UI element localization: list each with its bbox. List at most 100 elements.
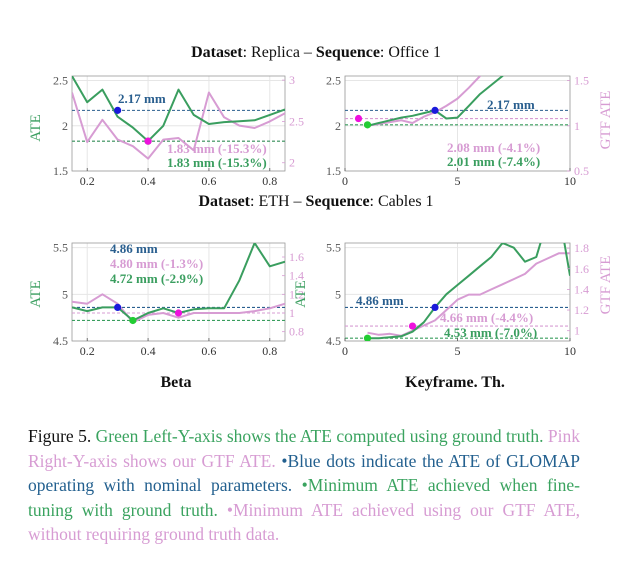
panel-eth-beta: 0.2 0.4 0.6 0.84.555.50.811.21.41.64.86 mm4… xyxy=(53,241,304,358)
marker-blue-dot xyxy=(114,106,122,114)
x-tick-label: 5 xyxy=(455,344,461,358)
y2-tick-label: 0.5 xyxy=(574,164,589,178)
plot-frame xyxy=(71,75,286,172)
series-line-pink xyxy=(72,293,285,324)
title-rest: : Office 1 xyxy=(380,44,441,61)
y-tick-label: 5 xyxy=(62,287,68,301)
annotation-green: 4.72 mm (-2.9%) xyxy=(110,271,203,286)
ate-axis-title-bottom-left: ATE xyxy=(28,280,44,308)
marker-green-dot xyxy=(363,334,372,341)
panel-replica-beta: 0.2 0.4 0.6 0.8 1.5 2 2.5 2 2.5 3 2.17 mm 1.83 mm (… xyxy=(53,73,304,188)
annotation-green: 2.01 mm (-7.4%) xyxy=(447,154,540,169)
marker-blue-dot xyxy=(431,106,439,114)
title-eth: Dataset: ETH – Sequence: Cables 1 xyxy=(198,193,433,210)
caption-green-dot-text: •Minimum ATE achieved when fine-tuning w… xyxy=(28,475,581,520)
x-tick-label: 0.4 xyxy=(141,344,156,358)
y-tick-label: 2.5 xyxy=(53,74,68,88)
y2-tick-label: 1.2 xyxy=(574,303,589,317)
y-tick-label: 5.5 xyxy=(326,241,341,255)
marker-pink-dot xyxy=(144,137,152,145)
title-replica: Dataset: Replica – Sequence: Office 1 xyxy=(191,44,441,61)
title-mid: : ETH – xyxy=(250,193,306,210)
x-tick-label: 0.6 xyxy=(201,174,216,188)
annotation-blue: 4.86 mm xyxy=(356,293,404,308)
gtf-axis-title-bottom-right: GTF ATE xyxy=(598,256,614,315)
y-tick-label: 5.5 xyxy=(53,241,68,255)
annotation-pink: 4.66 mm (-4.4%) xyxy=(440,310,533,325)
x-tick-label: 0 xyxy=(342,174,348,188)
title-mid: : Replica – xyxy=(243,44,316,61)
y2-tick-label: 1.2 xyxy=(289,287,304,301)
series-line-green xyxy=(367,243,570,340)
y-tick-label: 4.5 xyxy=(53,334,68,348)
x-tick-label: 0.6 xyxy=(201,344,216,358)
marker-green-dot xyxy=(129,316,137,325)
marker-blue-dot xyxy=(431,303,439,311)
ate-axis-title-top-left: ATE xyxy=(28,114,44,142)
y-tick-label: 4.5 xyxy=(326,334,341,348)
x-tick-label: 0.8 xyxy=(262,174,277,188)
marker-pink-dot xyxy=(354,114,363,123)
figure: Dataset: Replica – Sequence: Office 1 Da… xyxy=(28,44,614,391)
y2-tick-label: 1.5 xyxy=(574,74,589,88)
series-line-green xyxy=(72,76,285,143)
title-rest: : Cables 1 xyxy=(370,193,434,210)
y-tick-label: 1.5 xyxy=(53,164,68,178)
y2-tick-label: 1.4 xyxy=(289,269,304,283)
y2-tick-label: 2.5 xyxy=(289,114,304,128)
annotation-pink: 2.08 mm (-4.1%) xyxy=(447,140,540,155)
annotation-blue: 2.17 mm xyxy=(487,97,535,112)
y2-tick-label: 1.6 xyxy=(289,250,304,264)
y2-tick-label: 1 xyxy=(574,324,580,338)
y-tick-label: 2 xyxy=(62,119,68,133)
annotation-pink: 1.83 mm (-15.3%) xyxy=(167,141,267,156)
gtf-axis-title-top-right: GTF ATE xyxy=(598,91,614,150)
annotation-blue: 4.86 mm xyxy=(110,241,158,256)
x-tick-label: 10 xyxy=(564,174,576,188)
x-tick-label: 0.4 xyxy=(141,174,156,188)
y-tick-label: 2 xyxy=(335,119,341,133)
x-tick-label: 0.2 xyxy=(80,344,95,358)
series-line-pink xyxy=(367,76,482,127)
x-axis-title-keyframe: Keyframe. Th. xyxy=(405,374,505,391)
marker-green-dot xyxy=(363,121,372,129)
series-line-pink xyxy=(72,91,285,160)
y2-tick-label: 1.4 xyxy=(574,282,589,296)
x-tick-label: 5 xyxy=(455,174,461,188)
y-tick-label: 1.5 xyxy=(326,164,341,178)
title-prefix: Dataset xyxy=(198,193,250,210)
y2-tick-label: 1.8 xyxy=(574,241,589,255)
x-tick-label: 0.2 xyxy=(80,174,95,188)
panel-replica-keyframe: 0 5 10 1.5 2 2.5 0.5 1 1.5 2.17 mm 2.08 mm (-4.1%)… xyxy=(326,74,589,188)
title-key: Sequence xyxy=(306,193,370,210)
ate-axis-title-bottom-mid: ATE xyxy=(293,280,309,308)
x-axis-title-beta: Beta xyxy=(160,374,191,391)
title-key: Sequence xyxy=(316,44,380,61)
caption-pink-text: Pink Right-Y-axis shows our GTF ATE. xyxy=(28,426,580,471)
marker-blue-dot xyxy=(114,303,122,311)
y2-tick-label: 1 xyxy=(574,119,580,133)
annotation-pink: 4.80 mm (-1.3%) xyxy=(110,256,203,271)
annotation-green: 4.53 mm (-7.0%) xyxy=(444,325,537,340)
x-tick-label: 0 xyxy=(342,344,348,358)
caption-label: Figure 5. xyxy=(28,426,92,446)
caption-pink-dot-text: •Minimum ATE achieved using our GTF ATE,… xyxy=(28,499,581,545)
y2-tick-label: 2 xyxy=(289,156,295,170)
y-tick-label: 2.5 xyxy=(326,74,341,88)
y2-tick-label: 1.6 xyxy=(574,262,589,276)
annotation-blue: 2.17 mm xyxy=(118,91,166,106)
caption-green-text: Green Left-Y-axis shows the ATE computed… xyxy=(95,426,544,446)
annotation-green: 1.83 mm (-15.3%) xyxy=(167,155,267,170)
series-line-green xyxy=(367,76,504,127)
y2-tick-label: 3 xyxy=(289,73,295,87)
panel-eth-keyframe: 0 5 10 4.5 5 5.5 1 1.2 1.4 1.6 1.8 4.86 mm 4.66 mm (… xyxy=(326,241,589,358)
plot-frame xyxy=(71,242,286,342)
marker-pink-dot xyxy=(408,322,417,330)
y2-tick-label: 0.8 xyxy=(289,325,304,339)
marker-pink-dot xyxy=(174,309,183,317)
caption-blue-dot-text: •Blue dots indicate the ATE of GLOMAP op… xyxy=(28,450,580,496)
x-tick-label: 10 xyxy=(564,344,576,358)
x-tick-label: 0.8 xyxy=(262,344,277,358)
y2-tick-label: 1 xyxy=(289,306,295,320)
figure-caption: Figure 5. Green Left-Y-axis shows the AT… xyxy=(28,424,580,547)
